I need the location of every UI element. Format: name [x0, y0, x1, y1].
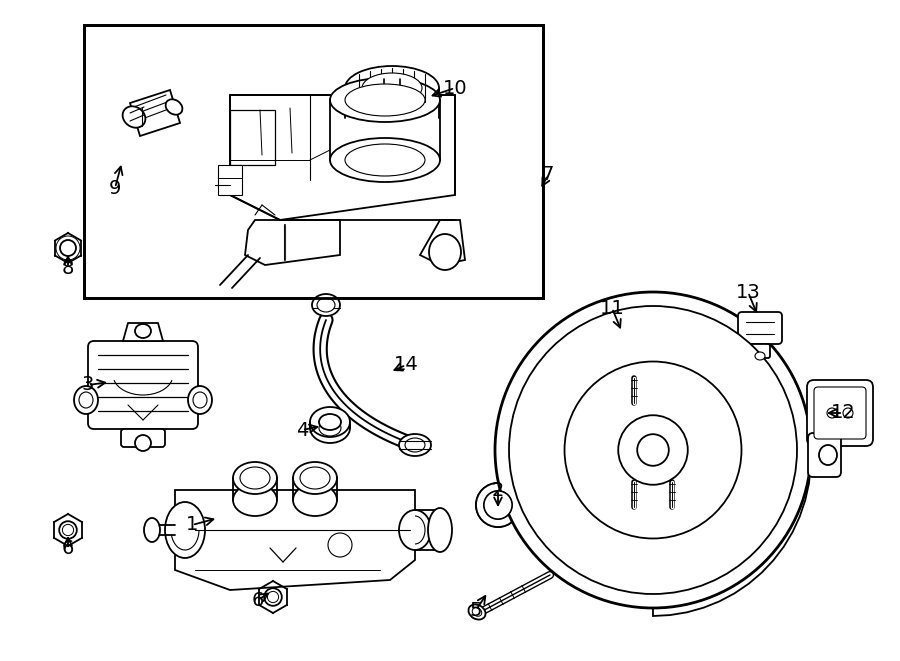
- Ellipse shape: [405, 438, 425, 452]
- Ellipse shape: [495, 292, 811, 608]
- Ellipse shape: [240, 467, 270, 489]
- Ellipse shape: [819, 445, 837, 465]
- Text: 9: 9: [109, 178, 122, 198]
- Ellipse shape: [362, 73, 422, 103]
- FancyBboxPatch shape: [738, 312, 782, 344]
- Ellipse shape: [233, 484, 277, 516]
- Ellipse shape: [312, 294, 340, 316]
- Ellipse shape: [827, 408, 837, 418]
- Text: 10: 10: [443, 79, 467, 98]
- Text: 5: 5: [470, 600, 482, 619]
- Text: 3: 3: [82, 375, 94, 395]
- Polygon shape: [653, 292, 811, 616]
- Ellipse shape: [56, 236, 80, 260]
- Ellipse shape: [265, 588, 282, 605]
- Ellipse shape: [193, 392, 207, 408]
- Ellipse shape: [60, 240, 76, 256]
- Ellipse shape: [166, 99, 183, 115]
- Ellipse shape: [328, 533, 352, 557]
- Ellipse shape: [399, 434, 431, 456]
- Polygon shape: [175, 490, 415, 590]
- Ellipse shape: [144, 518, 160, 542]
- Ellipse shape: [310, 413, 350, 443]
- Ellipse shape: [135, 435, 151, 451]
- Polygon shape: [245, 220, 340, 265]
- Ellipse shape: [310, 407, 350, 437]
- Ellipse shape: [345, 84, 425, 116]
- Bar: [218, 165, 242, 195]
- Bar: [230, 110, 275, 165]
- Ellipse shape: [472, 607, 482, 616]
- Ellipse shape: [188, 386, 212, 414]
- Text: 6: 6: [62, 539, 74, 557]
- Ellipse shape: [345, 96, 439, 140]
- Text: 11: 11: [599, 299, 625, 317]
- Text: 4: 4: [296, 420, 308, 440]
- Text: 6: 6: [252, 590, 265, 609]
- Ellipse shape: [345, 66, 439, 110]
- Bar: [84, 25, 543, 298]
- FancyBboxPatch shape: [750, 344, 770, 358]
- Text: 2: 2: [491, 481, 504, 500]
- Ellipse shape: [564, 362, 742, 539]
- Ellipse shape: [755, 352, 765, 360]
- Ellipse shape: [330, 78, 440, 122]
- Polygon shape: [123, 323, 163, 341]
- Ellipse shape: [319, 414, 341, 430]
- Bar: [84, 25, 543, 298]
- Ellipse shape: [79, 392, 93, 408]
- Ellipse shape: [843, 408, 853, 418]
- Ellipse shape: [122, 106, 146, 128]
- FancyBboxPatch shape: [814, 387, 866, 439]
- Ellipse shape: [62, 524, 74, 535]
- FancyBboxPatch shape: [807, 380, 873, 446]
- Ellipse shape: [59, 522, 76, 539]
- Ellipse shape: [637, 434, 669, 466]
- Polygon shape: [230, 95, 455, 220]
- Ellipse shape: [300, 467, 330, 489]
- Text: 14: 14: [393, 356, 419, 375]
- Polygon shape: [130, 90, 180, 136]
- Ellipse shape: [165, 502, 205, 558]
- FancyBboxPatch shape: [121, 429, 165, 447]
- Ellipse shape: [429, 234, 461, 270]
- Ellipse shape: [319, 420, 341, 436]
- Ellipse shape: [293, 462, 337, 494]
- Ellipse shape: [476, 483, 520, 527]
- Ellipse shape: [476, 483, 520, 527]
- FancyBboxPatch shape: [808, 433, 841, 477]
- Ellipse shape: [345, 144, 425, 176]
- Ellipse shape: [399, 510, 431, 550]
- Text: 12: 12: [831, 403, 855, 422]
- FancyBboxPatch shape: [88, 341, 198, 429]
- Ellipse shape: [484, 491, 512, 519]
- Text: 13: 13: [735, 282, 760, 301]
- Ellipse shape: [469, 604, 485, 619]
- Text: 7: 7: [542, 165, 554, 184]
- Ellipse shape: [509, 306, 797, 594]
- Ellipse shape: [330, 138, 440, 182]
- Ellipse shape: [233, 462, 277, 494]
- Ellipse shape: [135, 324, 151, 338]
- Ellipse shape: [484, 491, 512, 519]
- Ellipse shape: [293, 484, 337, 516]
- Ellipse shape: [74, 386, 98, 414]
- Polygon shape: [420, 220, 465, 265]
- Ellipse shape: [317, 298, 335, 312]
- Text: 1: 1: [185, 516, 198, 535]
- Ellipse shape: [618, 415, 688, 485]
- Ellipse shape: [267, 592, 279, 603]
- Ellipse shape: [428, 508, 452, 552]
- Text: 8: 8: [62, 258, 74, 278]
